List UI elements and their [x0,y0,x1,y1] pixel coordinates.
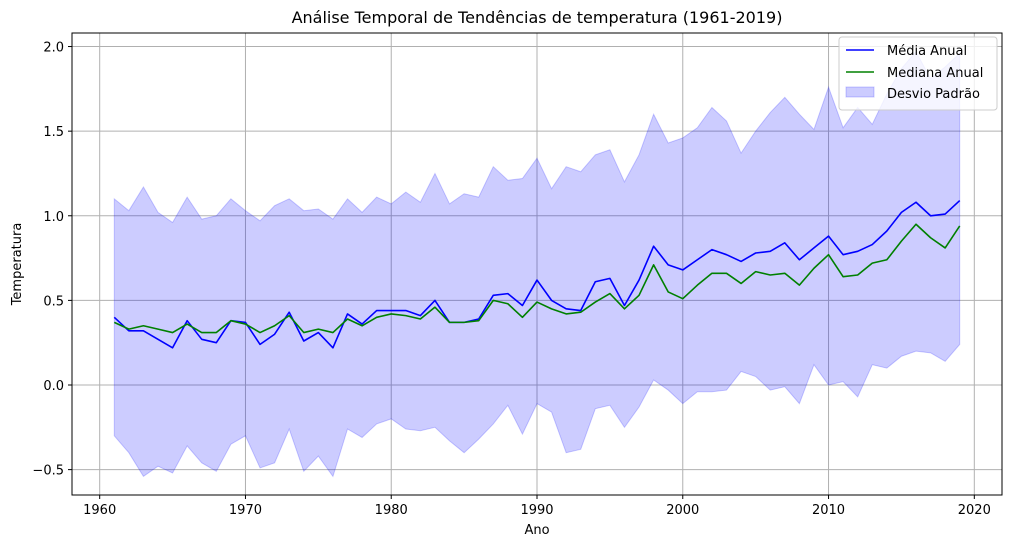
y-tick-label: 2.0 [43,41,64,56]
y-tick-label: 0.0 [43,379,64,394]
y-axis-title: Temperatura [10,223,25,307]
x-tick-label: 1970 [229,503,262,518]
x-tick-label: 2010 [812,503,845,518]
std-band-layer [113,50,961,478]
x-tick-label: 2020 [958,503,991,518]
x-axis: 1960 1970 1980 1990 2000 2010 2020 [83,495,991,518]
y-tick-label: −0.5 [32,464,64,479]
y-tick-label: 1.0 [43,210,64,225]
y-tick-label: 1.5 [43,125,64,140]
x-tick-label: 1980 [375,503,408,518]
legend-label-mean: Média Anual [887,44,967,59]
mean-series-line [113,199,961,349]
x-tick-label: 1960 [83,503,116,518]
chart-title: Análise Temporal de Tendências de temper… [292,8,783,27]
x-axis-title: Ano [524,523,549,538]
legend-label-std: Desvio Padrão [887,87,980,102]
series-lines [113,199,961,349]
y-axis: −0.5 0.0 0.5 1.0 1.5 2.0 [32,41,72,479]
legend-label-median: Mediana Anual [887,66,983,81]
x-tick-label: 2000 [666,503,699,518]
y-tick-label: 0.5 [43,294,64,309]
x-tick-label: 1990 [520,503,553,518]
median-series-line [113,223,961,334]
legend-swatch-std [845,86,875,98]
std-band [113,50,961,478]
legend: Média Anual Mediana Anual Desvio Padrão [838,36,998,111]
legend-box [838,36,998,111]
